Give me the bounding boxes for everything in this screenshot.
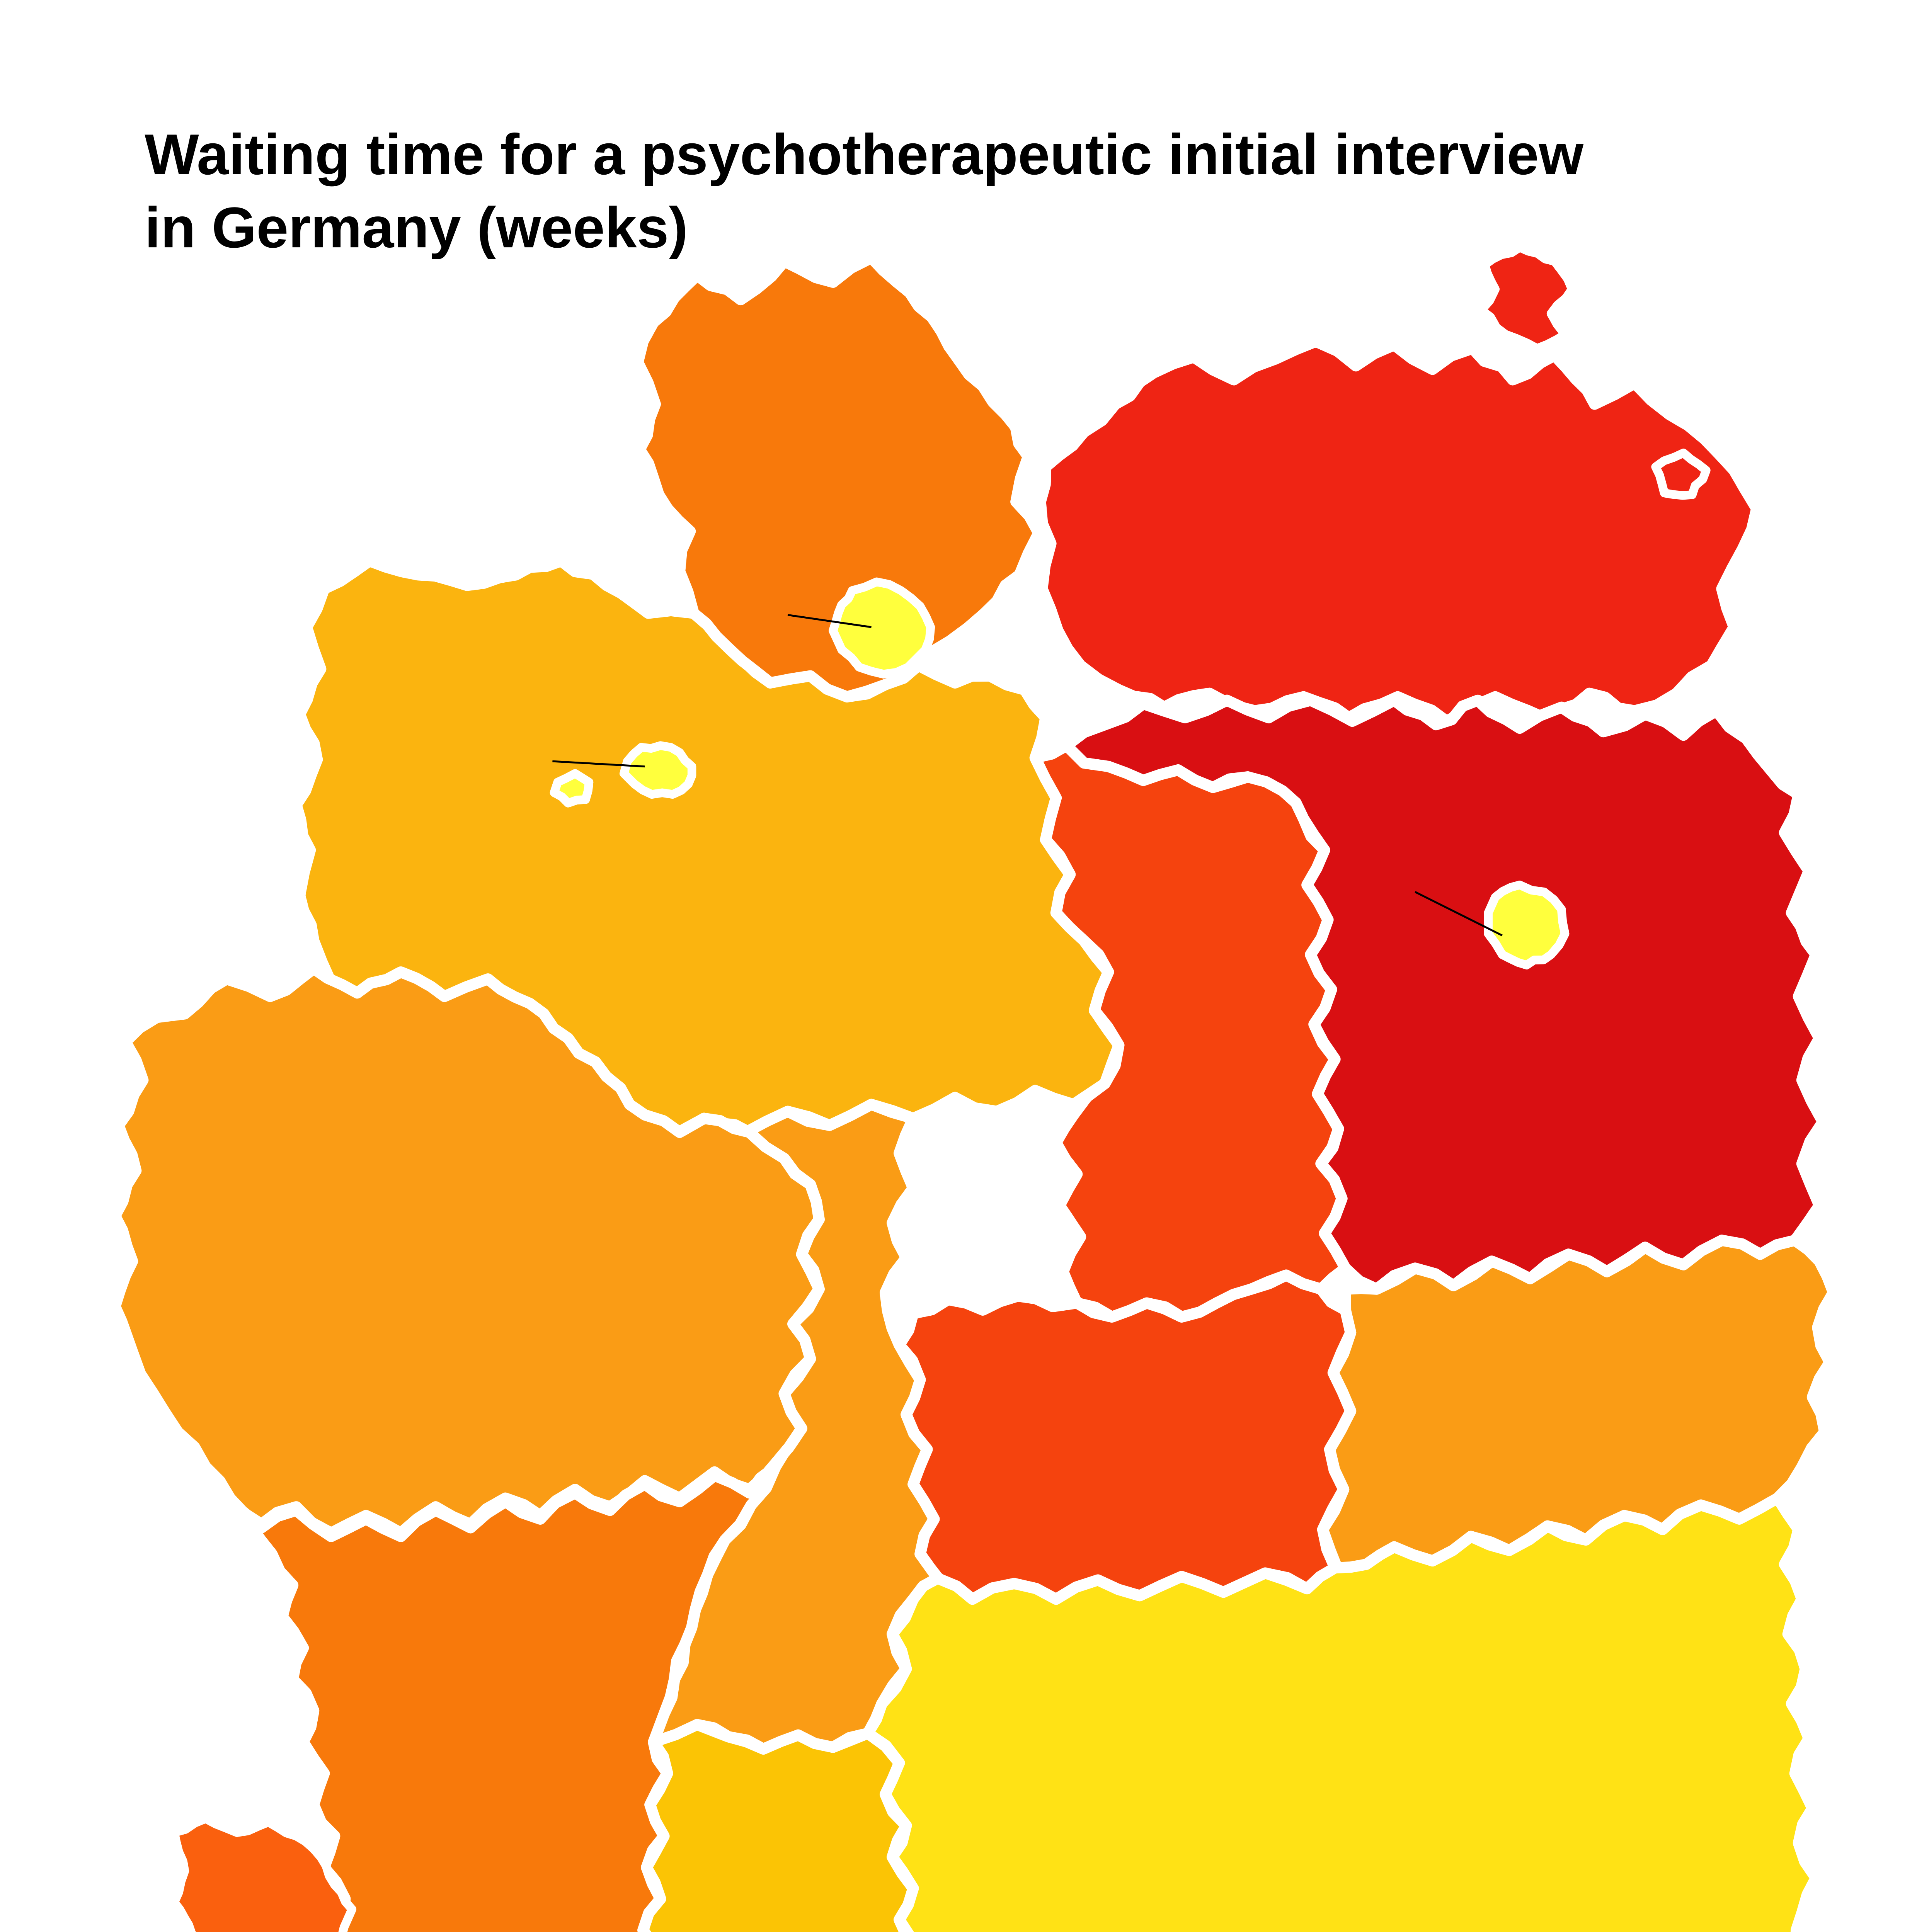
state-shape-by <box>862 1492 1822 1932</box>
state-shape-mv <box>1035 335 1762 727</box>
state-shape-bw <box>637 1719 919 1932</box>
state-shape-hh <box>829 577 935 679</box>
hamburg-leader-line <box>787 614 872 628</box>
state-shape-sh <box>632 252 1045 702</box>
leader-lines-layer <box>552 614 1503 937</box>
bremen-leader-line <box>552 760 645 768</box>
page-title-line2: in Germany (weeks) <box>145 195 688 260</box>
state-shape-hb2 <box>550 769 594 808</box>
state-shape-hb <box>619 741 696 799</box>
berlin-leader-line <box>1415 891 1503 937</box>
state-shape-sl <box>170 1814 357 1932</box>
state-shape-th <box>894 1269 1357 1605</box>
state-shape-usedom <box>1651 448 1711 500</box>
state-shape-be <box>1484 880 1570 969</box>
map-states-layer <box>109 243 1839 1932</box>
state-shape-ruegen <box>1477 243 1577 353</box>
page-title-line1: Waiting time for a psychotherapeutic ini… <box>145 122 1583 187</box>
